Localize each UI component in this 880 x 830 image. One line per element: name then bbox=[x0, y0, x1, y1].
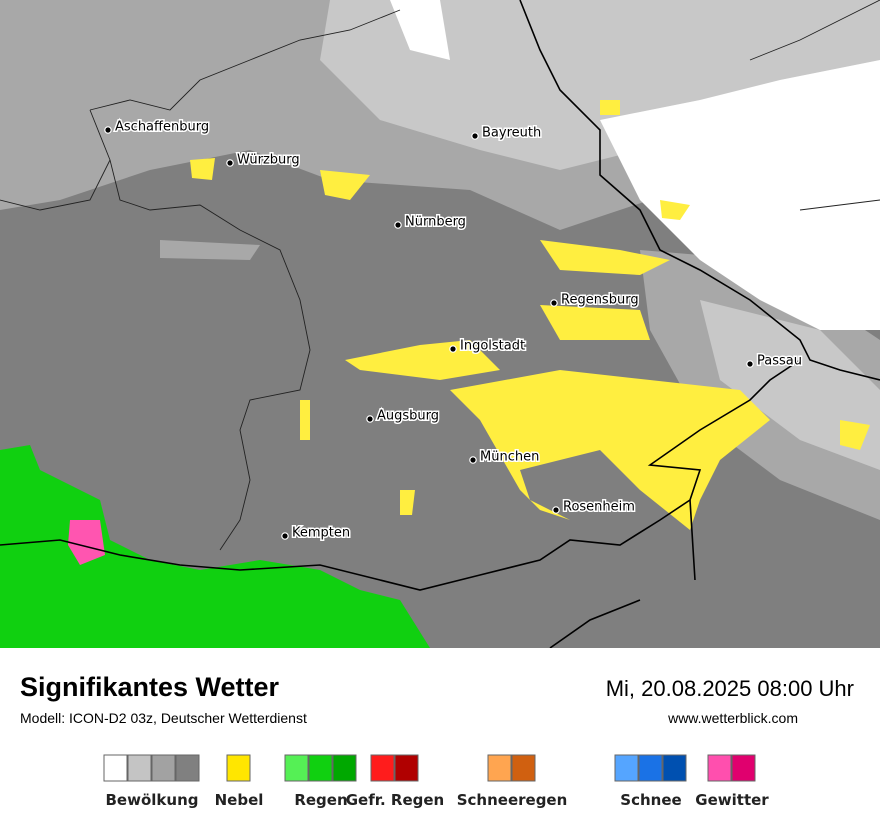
city-label: Nürnberg bbox=[405, 215, 466, 230]
legend-label: Schnee bbox=[620, 791, 681, 809]
state-borders bbox=[0, 0, 880, 551]
city-label: München bbox=[480, 450, 539, 465]
legend-swatch bbox=[511, 754, 536, 782]
weather-map: Aschaffenburg Würzburg Bayreuth Nürnberg Reg… bbox=[0, 0, 880, 648]
city-label: Kempten bbox=[292, 526, 350, 541]
city-dot bbox=[550, 299, 558, 307]
legend-swatch bbox=[284, 754, 309, 782]
legend-swatch bbox=[103, 754, 128, 782]
legend-label: Gewitter bbox=[695, 791, 769, 809]
city-dot bbox=[449, 345, 457, 353]
city-label: Aschaffenburg bbox=[115, 120, 209, 135]
legend-swatch bbox=[175, 754, 200, 782]
city-label: Augsburg bbox=[377, 409, 439, 424]
cities: Aschaffenburg Würzburg Bayreuth Nürnberg Reg… bbox=[104, 118, 803, 542]
city-label: Rosenheim bbox=[563, 500, 635, 515]
city-dot bbox=[226, 159, 234, 167]
cloud-clear bbox=[390, 0, 880, 330]
datetime: Mi, 20.08.2025 08:00 Uhr bbox=[605, 676, 854, 701]
city-dot bbox=[104, 126, 112, 134]
legend-swatch bbox=[487, 754, 512, 782]
title: Signifikantes Wetter bbox=[20, 672, 280, 702]
legend-swatch bbox=[707, 754, 732, 782]
city-dot bbox=[552, 506, 560, 514]
city-dot bbox=[394, 221, 402, 229]
legend-swatch bbox=[151, 754, 176, 782]
legend-label: Gefr. Regen bbox=[346, 791, 445, 809]
legend-swatch bbox=[370, 754, 395, 782]
city-dot bbox=[281, 532, 289, 540]
city-dot bbox=[471, 132, 479, 140]
legend-swatch bbox=[394, 754, 419, 782]
legend-swatch bbox=[614, 754, 639, 782]
subtitle: Modell: ICON-D2 03z, Deutscher Wetterdie… bbox=[20, 710, 307, 726]
legend-swatch bbox=[127, 754, 152, 782]
fog bbox=[190, 100, 870, 530]
city-label: Würzburg bbox=[237, 153, 300, 168]
cloud-lighter bbox=[320, 0, 880, 470]
city-label: Ingolstadt bbox=[460, 339, 525, 354]
legend-swatch bbox=[731, 754, 756, 782]
city-dot bbox=[469, 456, 477, 464]
legend-swatch bbox=[662, 754, 687, 782]
city-label: Passau bbox=[757, 354, 802, 369]
city-dot bbox=[746, 360, 754, 368]
city-label: Bayreuth bbox=[482, 126, 541, 141]
legend-label: Regen bbox=[294, 791, 347, 809]
city-dot bbox=[366, 415, 374, 423]
legend-swatch bbox=[332, 754, 357, 782]
rain bbox=[0, 445, 430, 648]
website: www.wetterblick.com bbox=[668, 710, 798, 726]
legend-label: Schneeregen bbox=[457, 791, 568, 809]
legend-label: Bewölkung bbox=[106, 791, 199, 809]
legend-swatch bbox=[638, 754, 663, 782]
legend-swatch bbox=[226, 754, 251, 782]
legend-swatch bbox=[308, 754, 333, 782]
legend-label: Nebel bbox=[215, 791, 264, 809]
city-label: Regensburg bbox=[561, 293, 639, 308]
borders bbox=[0, 0, 880, 648]
thunderstorm bbox=[68, 520, 105, 565]
